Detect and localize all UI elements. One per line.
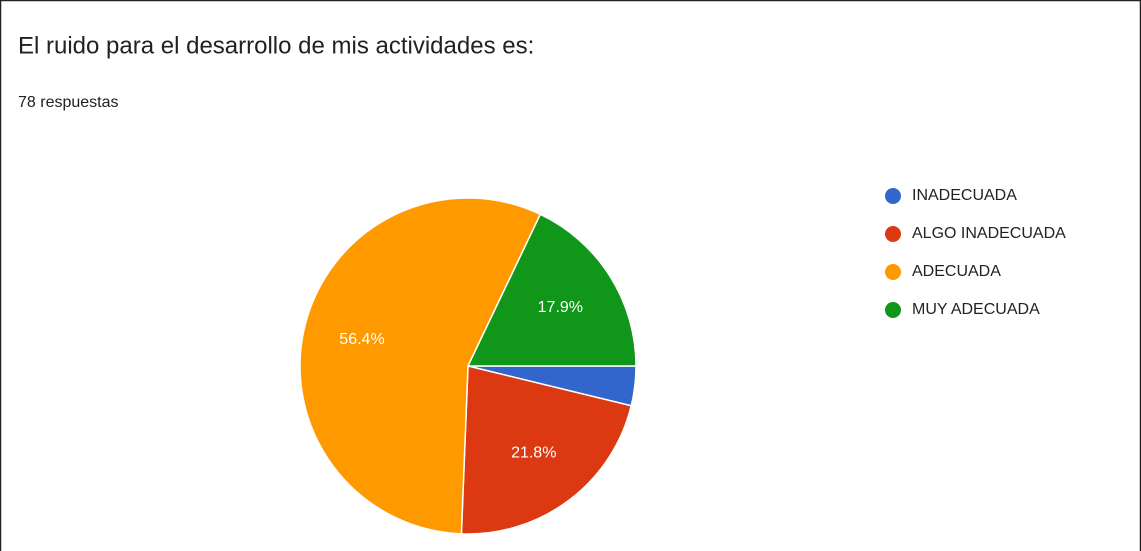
legend-swatch bbox=[885, 188, 901, 204]
legend-swatch bbox=[885, 302, 901, 318]
slice-label: 21.8% bbox=[511, 444, 556, 461]
legend-label: ALGO INADECUADA bbox=[912, 225, 1066, 242]
legend-label: ADECUADA bbox=[912, 263, 1001, 280]
slice-label: 56.4% bbox=[339, 331, 384, 348]
legend-label: INADECUADA bbox=[912, 187, 1017, 204]
slice-label: 17.9% bbox=[538, 299, 583, 316]
pie-slice bbox=[460, 365, 633, 535]
legend-swatch bbox=[885, 264, 901, 280]
legend-label: MUY ADECUADA bbox=[912, 301, 1040, 318]
chart-subtitle: 78 respuestas bbox=[18, 94, 119, 111]
pie-slice bbox=[466, 213, 637, 367]
pie-slice bbox=[299, 197, 542, 535]
chart-title: El ruido para el desarrollo de mis activ… bbox=[18, 32, 534, 59]
legend-swatch bbox=[885, 226, 901, 242]
